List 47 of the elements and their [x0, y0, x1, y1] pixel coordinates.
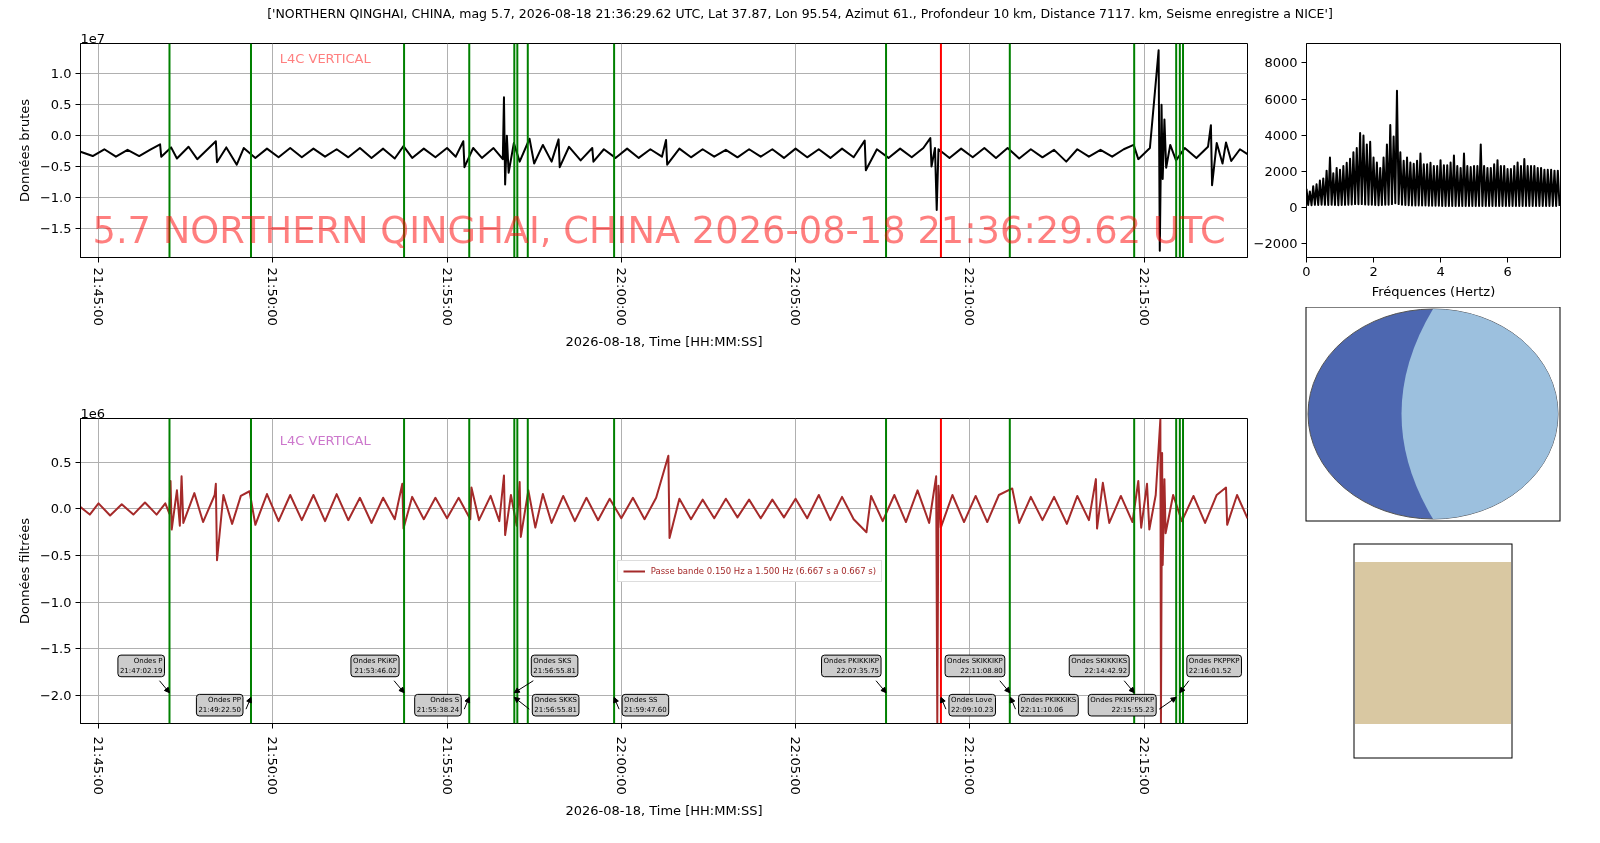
x-tick-label: 22:00:00: [613, 736, 629, 795]
x-tick-label: 2: [1369, 263, 1378, 279]
y-tick-label: 1.0: [50, 66, 72, 82]
x-tick-label: 22:15:00: [1136, 736, 1152, 795]
x-tick-label: 21:50:00: [265, 267, 281, 326]
y-tick-label: −1.5: [39, 641, 72, 657]
y-axis-title: Données filtrées: [16, 517, 32, 625]
x-tick-label: 4: [1436, 263, 1445, 279]
y-tick-label: 0: [1289, 200, 1298, 216]
y-tick-label: −2000: [1253, 236, 1298, 252]
y-tick-label: 0.5: [50, 454, 72, 470]
annotation: L4C VERTICAL: [279, 51, 372, 67]
y-tick-label: 0.5: [50, 97, 72, 113]
y-tick-label: −1.0: [39, 190, 72, 206]
x-tick-label: 21:55:00: [439, 267, 455, 326]
x-axis-title: 2026-08-18, Time [HH:MM:SS]: [565, 802, 763, 818]
x-axis-title: 2026-08-18, Time [HH:MM:SS]: [565, 333, 763, 349]
x-tick-label: 0: [1302, 263, 1311, 279]
y-tick-label: −0.5: [39, 159, 72, 175]
y-tick-label: 2000: [1264, 164, 1298, 180]
x-tick-label: 21:55:00: [439, 736, 455, 795]
x-tick-label: 22:10:00: [962, 267, 978, 326]
y-tick-label: 0.0: [50, 128, 72, 144]
x-tick-label: 22:05:00: [788, 736, 804, 795]
x-axis-title: Fréquences (Hertz): [1371, 283, 1496, 299]
y-tick-label: 8000: [1264, 55, 1298, 71]
y-tick-label: −2.0: [39, 688, 72, 704]
y-tick-label: 0.0: [50, 501, 72, 517]
annotation: 1e6: [80, 405, 106, 421]
y-tick-label: −1.5: [39, 220, 72, 236]
chart-title: ['NORTHERN QINGHAI, CHINA, mag 5.7, 2026-08-18 21:36:29.62 UTC, Lat 37.87, Lon 95.54, Azimut 61., Profondeur 10 km, Distance 7117. km, Seisme enregistre a NICE']: [267, 5, 1333, 23]
x-tick-label: 21:50:00: [265, 736, 281, 795]
x-tick-label: 22:15:00: [1136, 267, 1152, 326]
x-tick-label: 22:05:00: [788, 267, 804, 326]
y-tick-label: 4000: [1264, 127, 1298, 143]
legend-label: Passe bande 0.150 Hz a 1.500 Hz (6.667 s a 0.667 s): [650, 565, 877, 576]
x-tick-label: 22:10:00: [962, 736, 978, 795]
x-tick-label: 21:45:00: [91, 267, 107, 326]
x-tick-label: 22:00:00: [613, 267, 629, 326]
x-tick-label: 6: [1503, 263, 1512, 279]
y-tick-label: −1.0: [39, 594, 72, 610]
y-tick-label: 6000: [1264, 91, 1298, 107]
y-axis-title: Données brutes: [16, 98, 32, 203]
x-tick-label: 21:45:00: [91, 736, 107, 795]
y-tick-label: −0.5: [39, 548, 72, 564]
annotation: L4C VERTICAL: [279, 432, 372, 448]
annotation: 1e7: [80, 30, 106, 46]
